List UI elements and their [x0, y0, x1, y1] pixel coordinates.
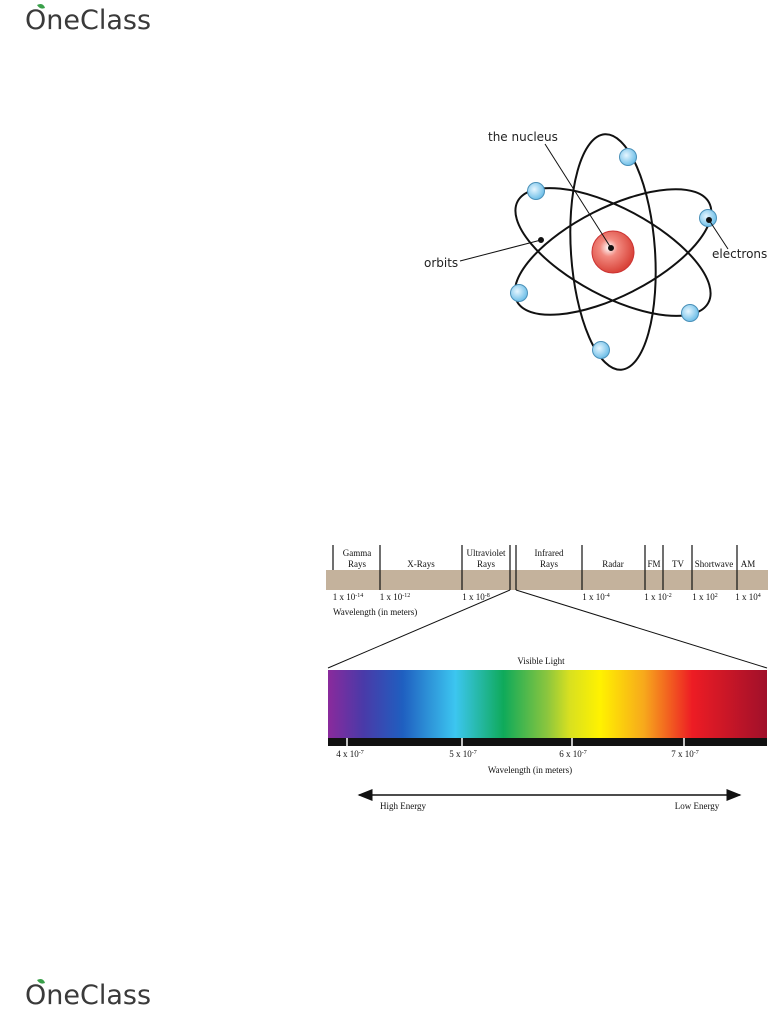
band-label: TV	[672, 559, 684, 569]
tick-label: 1 x 10-4	[582, 592, 610, 602]
tick-base: 7 x 10	[671, 749, 694, 759]
band-label: Gamma	[343, 548, 372, 558]
tick-exp: -7	[694, 750, 699, 756]
tick-exp: 4	[758, 593, 761, 599]
band-label: X-Rays	[407, 559, 435, 569]
electrons-label: electrons	[712, 247, 767, 261]
orbits-label: orbits	[424, 256, 458, 270]
band-label: Rays	[540, 559, 558, 569]
tick-exp: -7	[359, 750, 364, 756]
tick-label: 5 x 10-7	[449, 749, 477, 759]
tick-label: 1 x 10-2	[644, 592, 672, 602]
tick-exp: -14	[355, 593, 363, 599]
logo-text: OneClass	[25, 5, 151, 36]
tick-base: 1 x 10	[582, 592, 605, 602]
tick-label: 1 x 10-8	[462, 592, 490, 602]
tick-base: 1 x 10	[462, 592, 485, 602]
tick-base: 5 x 10	[449, 749, 472, 759]
tick-base: 4 x 10	[336, 749, 359, 759]
tick-label: 6 x 10-7	[559, 749, 587, 759]
axis-label: Wavelength (in meters)	[333, 607, 417, 617]
footer-logo: OneClass	[25, 979, 151, 1011]
tick-base: 1 x 10	[735, 592, 758, 602]
tick-exp: -7	[582, 750, 587, 756]
low-energy: Low Energy	[675, 801, 720, 811]
tick-base: 1 x 10	[333, 592, 356, 602]
tick-label: 7 x 10-7	[671, 749, 699, 759]
em-spectrum: Gamma Rays X-Rays Ultraviolet Rays Infra…	[326, 545, 768, 811]
tick-base: 1 x 10	[644, 592, 667, 602]
band-label: Rays	[477, 559, 495, 569]
band-label: FM	[647, 559, 660, 569]
logo-text: OneClass	[25, 980, 151, 1011]
atom-diagram	[459, 133, 729, 371]
band-label: Radar	[602, 559, 624, 569]
band-label: AM	[741, 559, 756, 569]
band-label: Rays	[348, 559, 366, 569]
tick-base: 6 x 10	[559, 749, 582, 759]
band-label: Shortwave	[695, 559, 734, 569]
tick-base: 1 x 10	[380, 592, 403, 602]
tick-label: 1 x 102	[692, 592, 718, 602]
nucleus-label: the nucleus	[488, 130, 558, 144]
tick-label: 1 x 10-12	[380, 592, 411, 602]
tick-label: 1 x 104	[735, 592, 761, 602]
band-label: Infrared	[535, 548, 564, 558]
tick-exp: -12	[402, 593, 410, 599]
visible-axis-label: Wavelength (in meters)	[488, 765, 572, 775]
high-energy: High Energy	[380, 801, 427, 811]
tick-exp: 2	[715, 593, 718, 599]
tick-exp: -4	[605, 593, 610, 599]
band-label: Ultraviolet	[467, 548, 506, 558]
header-logo: OneClass	[25, 4, 151, 36]
tick-label: 4 x 10-7	[336, 749, 364, 759]
tick-label: 1 x 10-14	[333, 592, 364, 602]
tick-base: 1 x 10	[692, 592, 715, 602]
tick-exp: -2	[667, 593, 672, 599]
tick-exp: -7	[472, 750, 477, 756]
visible-title: Visible Light	[517, 656, 565, 666]
tick-exp: -8	[485, 593, 490, 599]
